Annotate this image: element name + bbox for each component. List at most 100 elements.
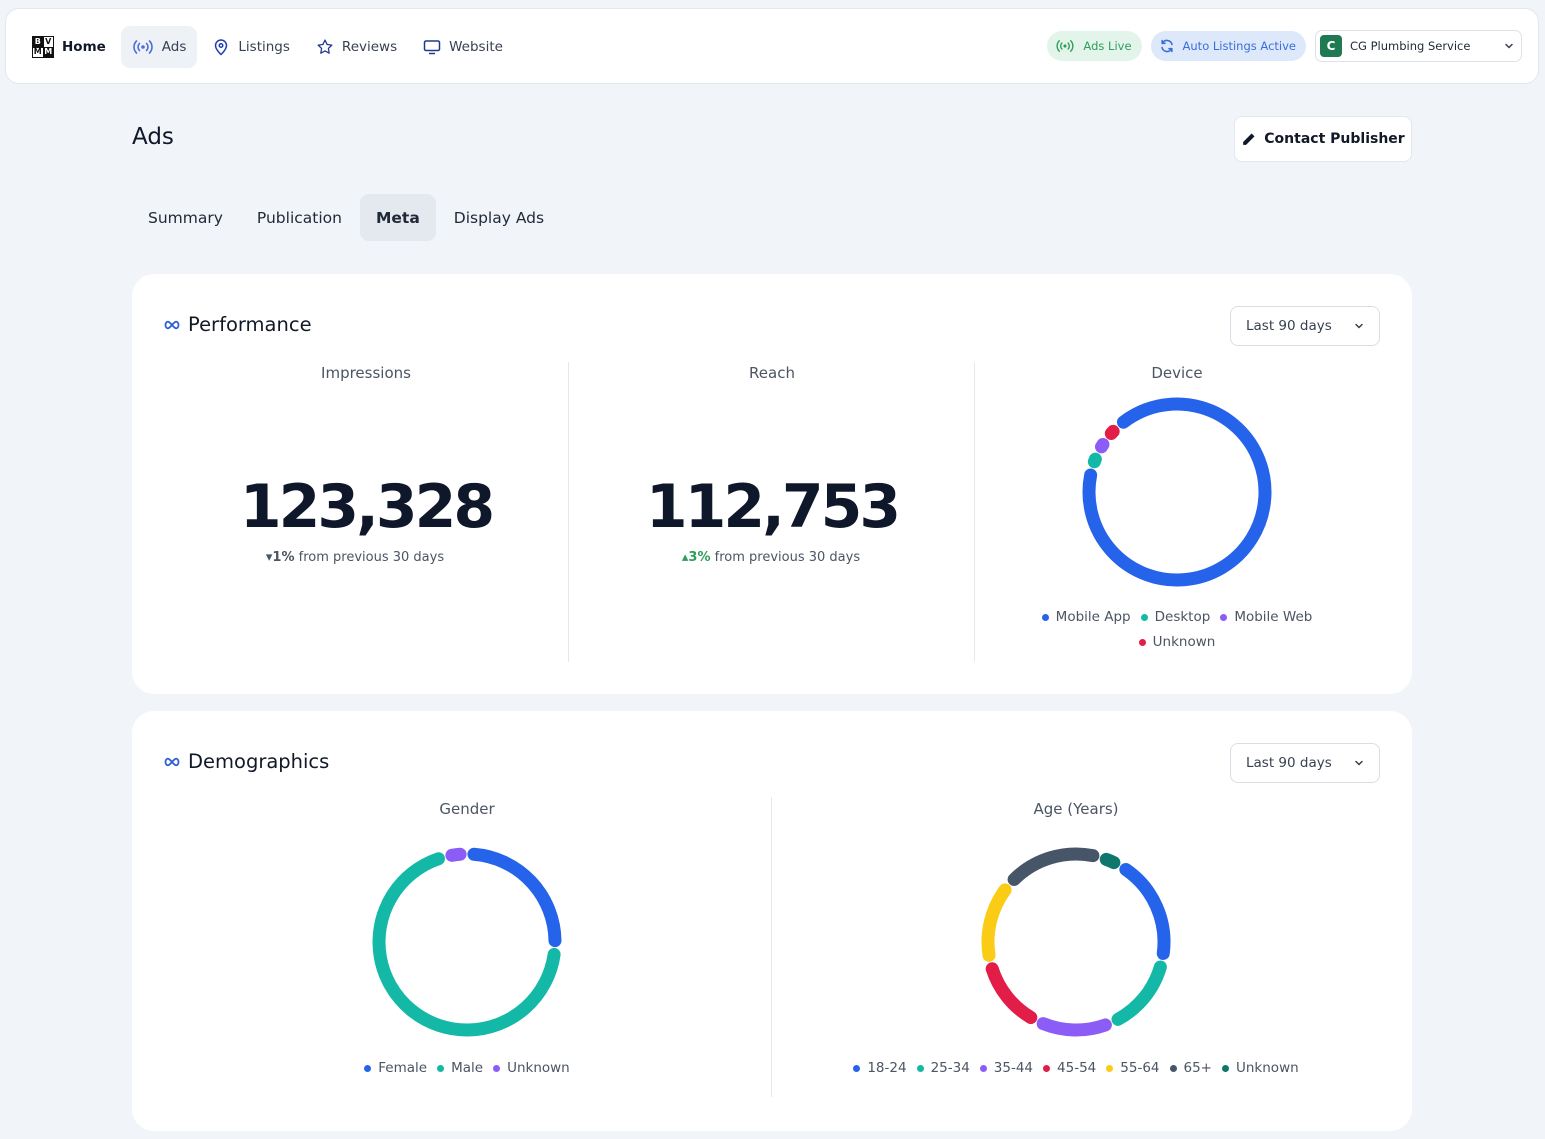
- age-donut-chart: [981, 847, 1171, 1037]
- nav-item-label: Reviews: [341, 39, 398, 55]
- demographics-range-select[interactable]: Last 90 days: [1230, 743, 1380, 783]
- section-heading: Demographics: [188, 750, 330, 773]
- legend-swatch: [853, 1064, 861, 1072]
- ads-live-badge[interactable]: Ads Live: [1047, 31, 1142, 61]
- legend-swatch: [437, 1064, 445, 1072]
- avatar: C: [1320, 35, 1342, 57]
- device-legend: Mobile App Desktop Mobile Web Unknown: [1027, 609, 1327, 650]
- legend-item[interactable]: 65+: [1169, 1060, 1212, 1076]
- legend-swatch: [493, 1064, 501, 1072]
- nav-item-website[interactable]: Website: [412, 26, 514, 68]
- delta-text: from previous 30 days: [714, 550, 861, 565]
- legend-item[interactable]: 25-34: [916, 1060, 970, 1076]
- auto-listings-label: Auto Listings Active: [1182, 39, 1296, 53]
- page-title: Ads: [132, 124, 174, 150]
- impressions-delta: ▾1% from previous 30 days: [266, 550, 444, 565]
- device-slice-mobile-app[interactable]: [1082, 397, 1272, 587]
- legend-label: Mobile App: [1055, 609, 1131, 625]
- age-slice-65-[interactable]: [1007, 847, 1100, 886]
- brand-logo-icon: B V M M: [32, 36, 54, 58]
- nav-item-listings[interactable]: Listings: [201, 26, 301, 68]
- column-divider: [771, 797, 772, 1097]
- legend-label: Female: [378, 1060, 428, 1076]
- nav-item-label: Ads: [161, 39, 187, 55]
- nav-item-reviews[interactable]: Reviews: [305, 26, 408, 68]
- legend-label: 25-34: [930, 1060, 970, 1076]
- legend-swatch: [364, 1064, 372, 1072]
- legend-label: 55-64: [1120, 1060, 1160, 1076]
- legend-item[interactable]: Unknown: [493, 1060, 570, 1076]
- column-divider: [568, 362, 569, 662]
- nav-item-label: Home: [62, 39, 106, 55]
- device-slice-desktop[interactable]: [1087, 452, 1102, 469]
- nav-item-home[interactable]: B V M M Home: [26, 26, 117, 68]
- legend-item[interactable]: Mobile Web: [1220, 609, 1312, 625]
- legend-swatch: [1043, 1064, 1051, 1072]
- ads-tabs: Summary Publication Meta Display Ads: [132, 194, 560, 241]
- nav-item-ads[interactable]: Ads: [120, 26, 198, 68]
- legend-item[interactable]: Male: [437, 1060, 483, 1076]
- tab-meta[interactable]: Meta: [359, 194, 436, 241]
- gender-slice-unknown[interactable]: [445, 847, 467, 862]
- tab-display-ads[interactable]: Display Ads: [453, 208, 545, 227]
- age-slice-45-54[interactable]: [985, 962, 1038, 1025]
- legend-swatch: [1169, 1064, 1177, 1072]
- age-slice-35-44[interactable]: [1036, 1017, 1112, 1037]
- gender-donut-chart: [372, 847, 562, 1037]
- reach-label: Reach: [749, 364, 795, 382]
- legend-item[interactable]: Unknown: [1222, 1060, 1299, 1076]
- reach-delta: ▴3% from previous 30 days: [682, 550, 860, 565]
- meta-logo-icon: [164, 757, 180, 766]
- legend-item[interactable]: Desktop: [1140, 609, 1211, 625]
- device-slice-mobile-web[interactable]: [1094, 437, 1110, 454]
- account-selector[interactable]: C CG Plumbing Service: [1315, 30, 1522, 62]
- auto-listings-badge[interactable]: Auto Listings Active: [1150, 31, 1306, 61]
- contact-publisher-button[interactable]: Contact Publisher: [1234, 116, 1412, 162]
- device-label: Device: [1151, 364, 1203, 382]
- legend-swatch: [1220, 613, 1228, 621]
- age-slice-18-24[interactable]: [1119, 862, 1171, 960]
- nav-item-label: Website: [449, 39, 503, 55]
- delta-down-arrow: ▾: [265, 550, 273, 565]
- performance-card: Performance Last 90 days Impressions 123…: [132, 274, 1412, 694]
- gender-label: Gender: [439, 800, 495, 818]
- tab-publication[interactable]: Publication: [256, 208, 342, 227]
- legend-item[interactable]: 18-24: [853, 1060, 907, 1076]
- meta-logo-icon: [164, 320, 180, 329]
- impressions-value: 123,328: [239, 472, 495, 542]
- performance-range-select[interactable]: Last 90 days: [1230, 306, 1380, 346]
- reach-value: 112,753: [645, 472, 901, 542]
- section-heading: Performance: [188, 313, 312, 336]
- chevron-down-icon: [1505, 43, 1513, 49]
- top-navigation-bar: B V M M Home Ads Listings: [5, 8, 1539, 84]
- column-divider: [974, 362, 975, 662]
- legend-swatch: [1041, 613, 1049, 621]
- tab-summary[interactable]: Summary: [148, 208, 223, 227]
- legend-swatch: [1138, 638, 1146, 646]
- legend-item[interactable]: 45-54: [1043, 1060, 1096, 1076]
- age-slice-55-64[interactable]: [981, 883, 1012, 962]
- main-nav: B V M M Home Ads Listings: [26, 26, 514, 68]
- contact-publisher-label: Contact Publisher: [1264, 131, 1405, 147]
- legend-label: Desktop: [1154, 609, 1211, 625]
- legend-item[interactable]: 55-64: [1106, 1060, 1160, 1076]
- legend-label: Unknown: [1152, 634, 1216, 650]
- device-slice-unknown[interactable]: [1104, 424, 1120, 440]
- age-label: Age (Years): [1033, 800, 1119, 818]
- legend-item[interactable]: Mobile App: [1041, 609, 1131, 625]
- legend-swatch: [1140, 613, 1148, 621]
- age-slice-unknown[interactable]: [1099, 852, 1121, 870]
- legend-item[interactable]: Female: [364, 1060, 427, 1076]
- legend-item[interactable]: 35-44: [979, 1060, 1033, 1076]
- delta-percent: 3%: [688, 550, 711, 565]
- performance-title: Performance: [164, 313, 312, 336]
- sync-icon: [1160, 39, 1173, 53]
- age-slice-25-34[interactable]: [1111, 960, 1167, 1026]
- gender-slice-female[interactable]: [467, 847, 562, 948]
- gender-slice-male[interactable]: [372, 852, 561, 1037]
- legend-swatch: [916, 1064, 924, 1072]
- account-name: CG Plumbing Service: [1350, 39, 1471, 53]
- legend-item[interactable]: Unknown: [1138, 634, 1216, 650]
- monitor-icon: [423, 40, 441, 55]
- delta-text: from previous 30 days: [298, 550, 445, 565]
